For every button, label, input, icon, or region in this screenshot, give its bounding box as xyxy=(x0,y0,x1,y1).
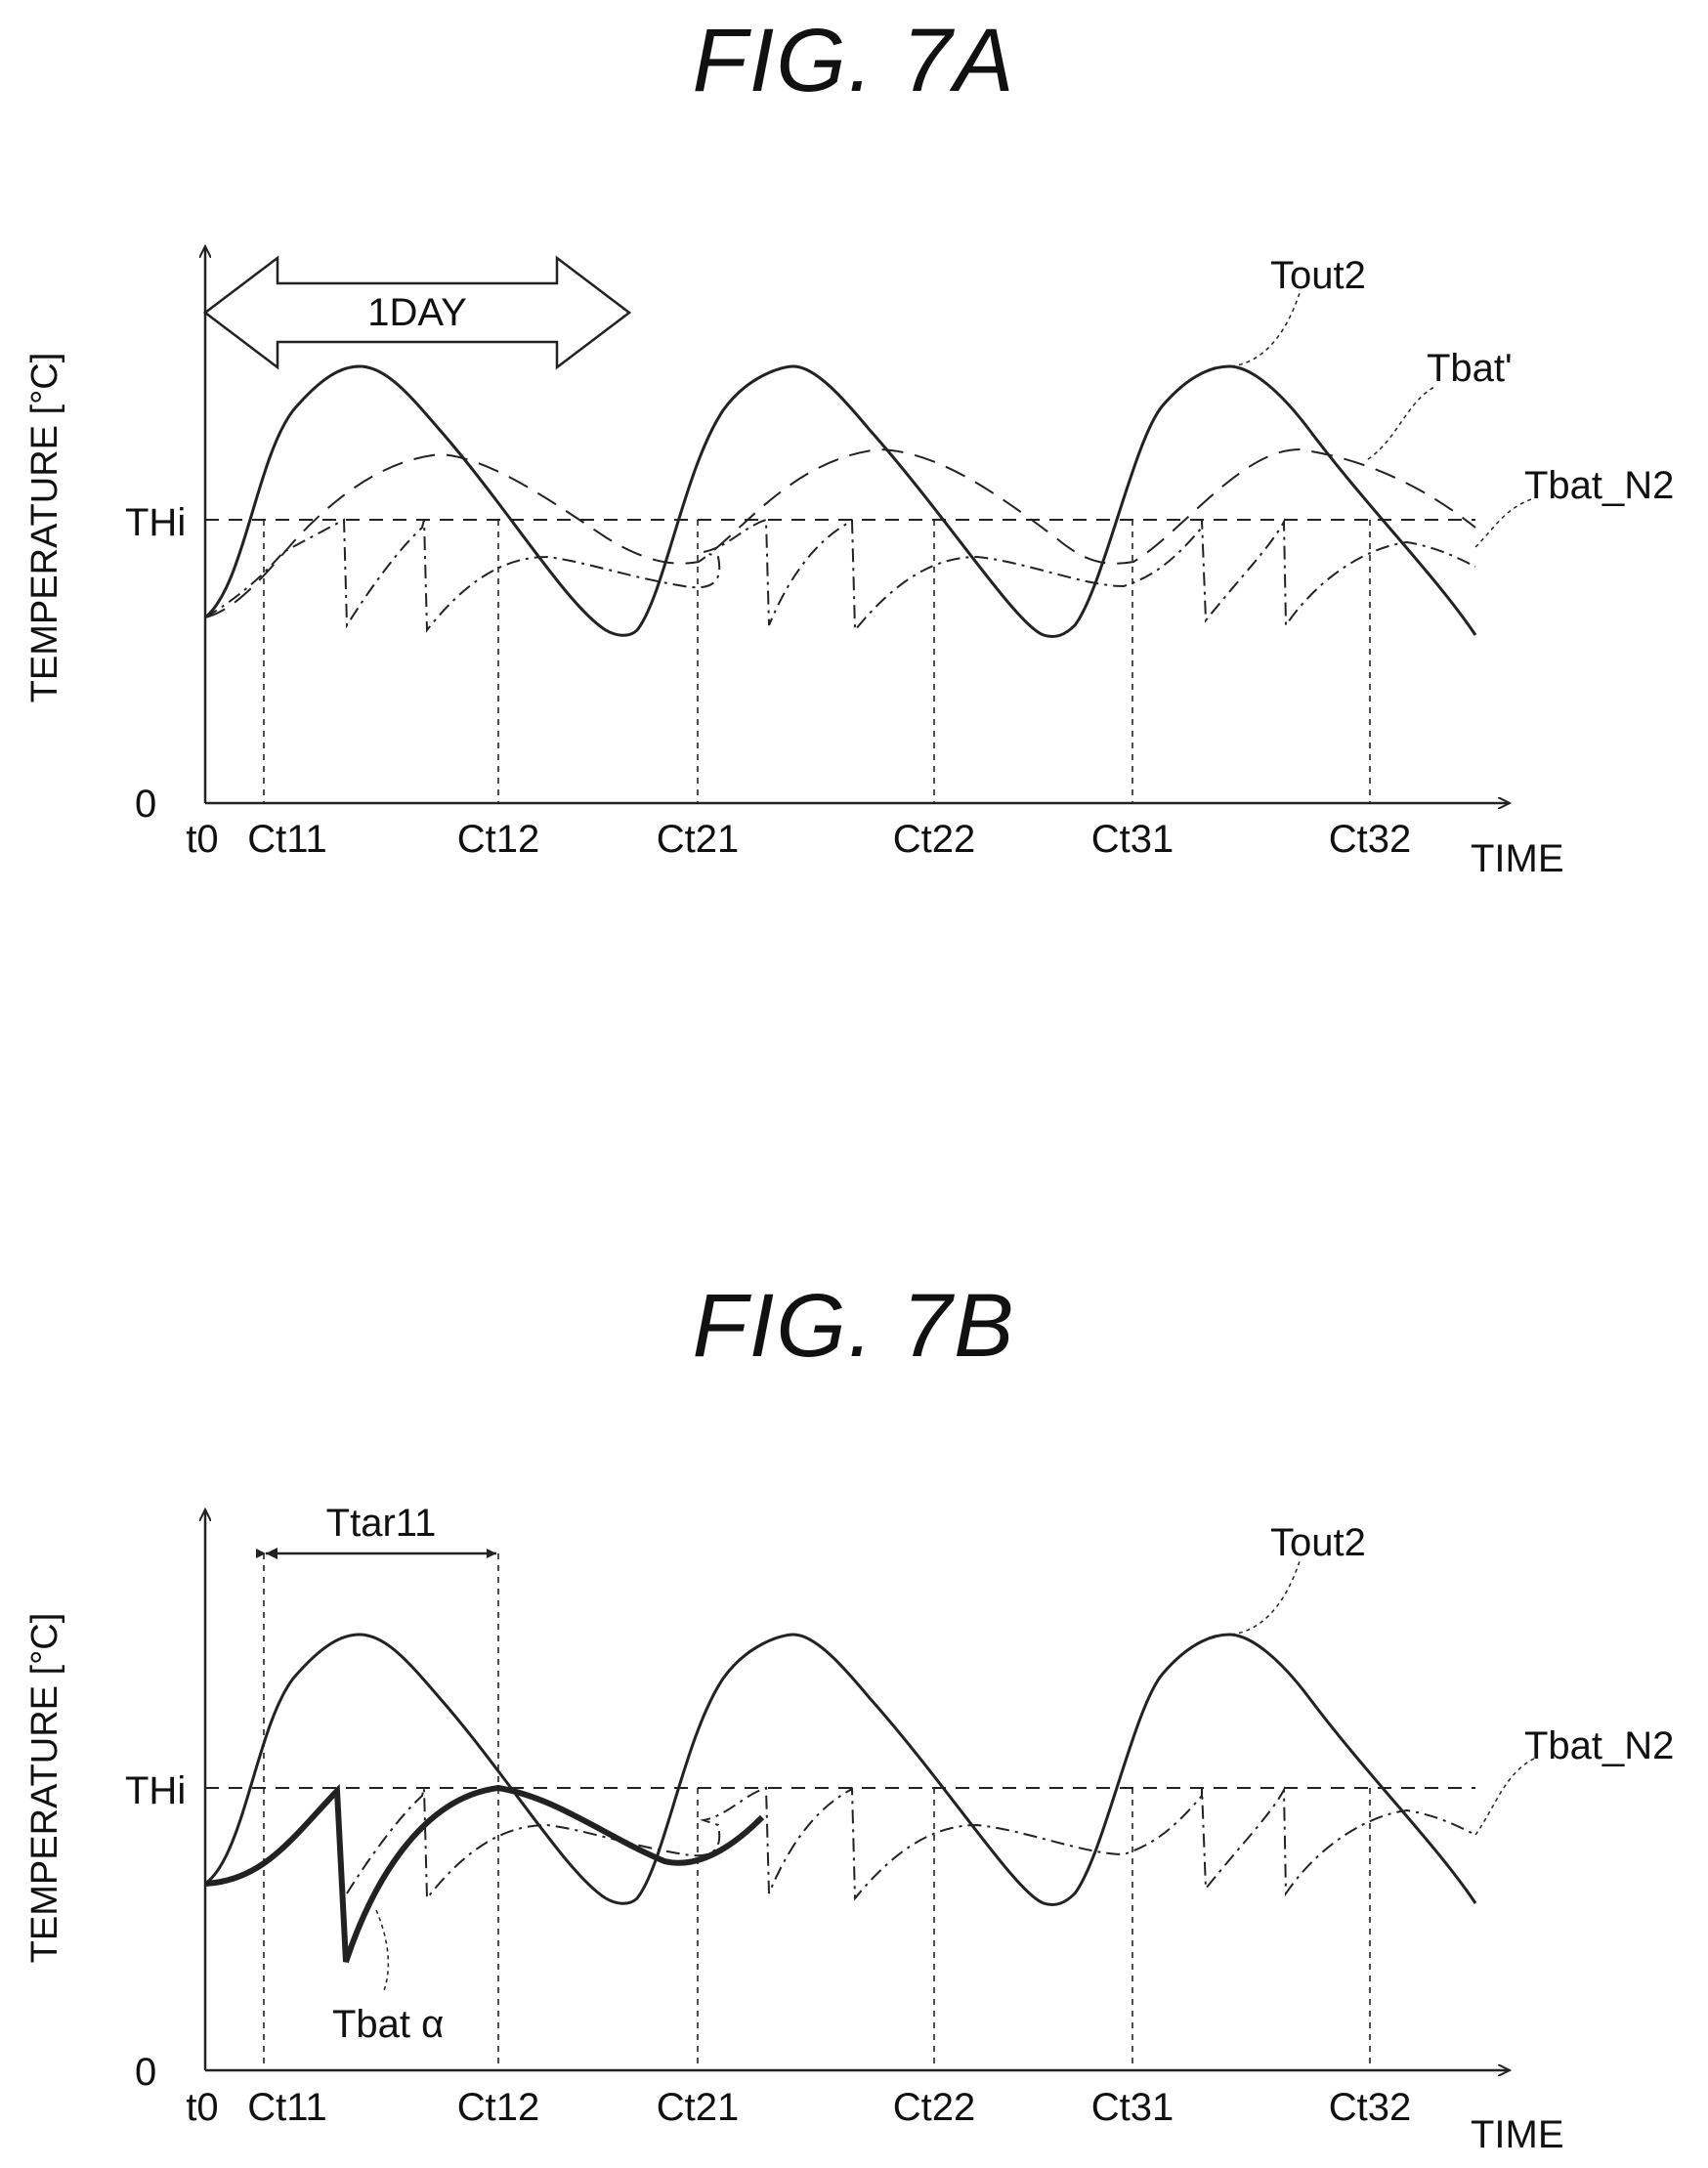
figure-title-7a: FIG. 7A xyxy=(692,11,1016,110)
series-label-tbat-prime: Tbat' xyxy=(1427,347,1513,390)
vertical-guides xyxy=(263,520,1371,803)
leader-tout2 xyxy=(1230,292,1301,367)
leader-tbat-prime xyxy=(1367,385,1437,460)
vertical-guides xyxy=(263,1553,1371,2070)
series-tbat-prime xyxy=(204,447,1476,618)
y-axis-title: TEMPERATURE [°C] xyxy=(24,353,65,703)
series-tout2 xyxy=(204,364,1477,639)
leader-tout2 xyxy=(1230,1560,1301,1636)
series-tbat-n2 xyxy=(346,1786,1476,1901)
threshold-label: THi xyxy=(125,501,186,544)
x-tick-label: Ct22 xyxy=(893,2086,976,2129)
x-tick-labels: t0 Ct11 Ct12 Ct21 Ct22 Ct31 Ct32 xyxy=(186,818,1411,861)
x-tick-label: t0 xyxy=(186,2086,218,2129)
threshold-label: THi xyxy=(125,1769,186,1812)
x-tick-label: Ct31 xyxy=(1091,2086,1174,2129)
leader-tbat-alpha xyxy=(375,1909,390,1994)
series-label-tbat-alpha: Tbat α xyxy=(332,2003,444,2046)
x-tick-label: Ct32 xyxy=(1329,2086,1412,2129)
series-tout2 xyxy=(204,1633,1477,1907)
y-origin-label: 0 xyxy=(135,783,156,826)
x-tick-labels: t0 Ct11 Ct12 Ct21 Ct22 Ct31 Ct32 xyxy=(186,2086,1411,2129)
figure-title-7b: FIG. 7B xyxy=(692,1276,1016,1376)
x-axis-title: TIME xyxy=(1471,837,1564,880)
series-tbat-n2 xyxy=(204,518,1476,633)
series-label-tbat-n2: Tbat_N2 xyxy=(1524,464,1674,507)
x-tick-label: t0 xyxy=(186,818,218,861)
x-tick-label: Ct21 xyxy=(657,818,740,861)
series-label-tbat-n2: Tbat_N2 xyxy=(1524,1724,1674,1767)
x-tick-label: Ct12 xyxy=(457,2086,540,2129)
x-tick-label: Ct12 xyxy=(457,818,540,861)
x-axis-title: TIME xyxy=(1471,2113,1564,2156)
x-tick-label: Ct22 xyxy=(893,818,976,861)
y-origin-label: 0 xyxy=(135,2051,156,2094)
x-tick-label: Ct11 xyxy=(247,818,327,861)
leader-tbat-n2 xyxy=(1474,497,1535,548)
one-day-arrow xyxy=(202,255,632,370)
x-tick-label: Ct11 xyxy=(247,2086,327,2129)
leader-tbat-n2 xyxy=(1474,1758,1535,1836)
ttar11-label: Ttar11 xyxy=(326,1502,437,1545)
x-tick-label: Ct31 xyxy=(1091,818,1174,861)
x-tick-label: Ct21 xyxy=(657,2086,740,2129)
y-axis-title: TEMPERATURE [°C] xyxy=(24,1613,65,1964)
series-tbat-alpha xyxy=(204,1783,765,1963)
x-tick-label: Ct32 xyxy=(1329,818,1412,861)
series-label-tout2: Tout2 xyxy=(1270,254,1366,297)
chart-fig-7a: 1DAY Tout2 Tbat' Tbat_N2 TEMPERATURE [°C… xyxy=(24,0,1674,880)
ttar11-arrow-head-left xyxy=(266,1548,278,1559)
series-label-tout2: Tout2 xyxy=(1270,1521,1366,1564)
one-day-label: 1DAY xyxy=(367,291,467,334)
